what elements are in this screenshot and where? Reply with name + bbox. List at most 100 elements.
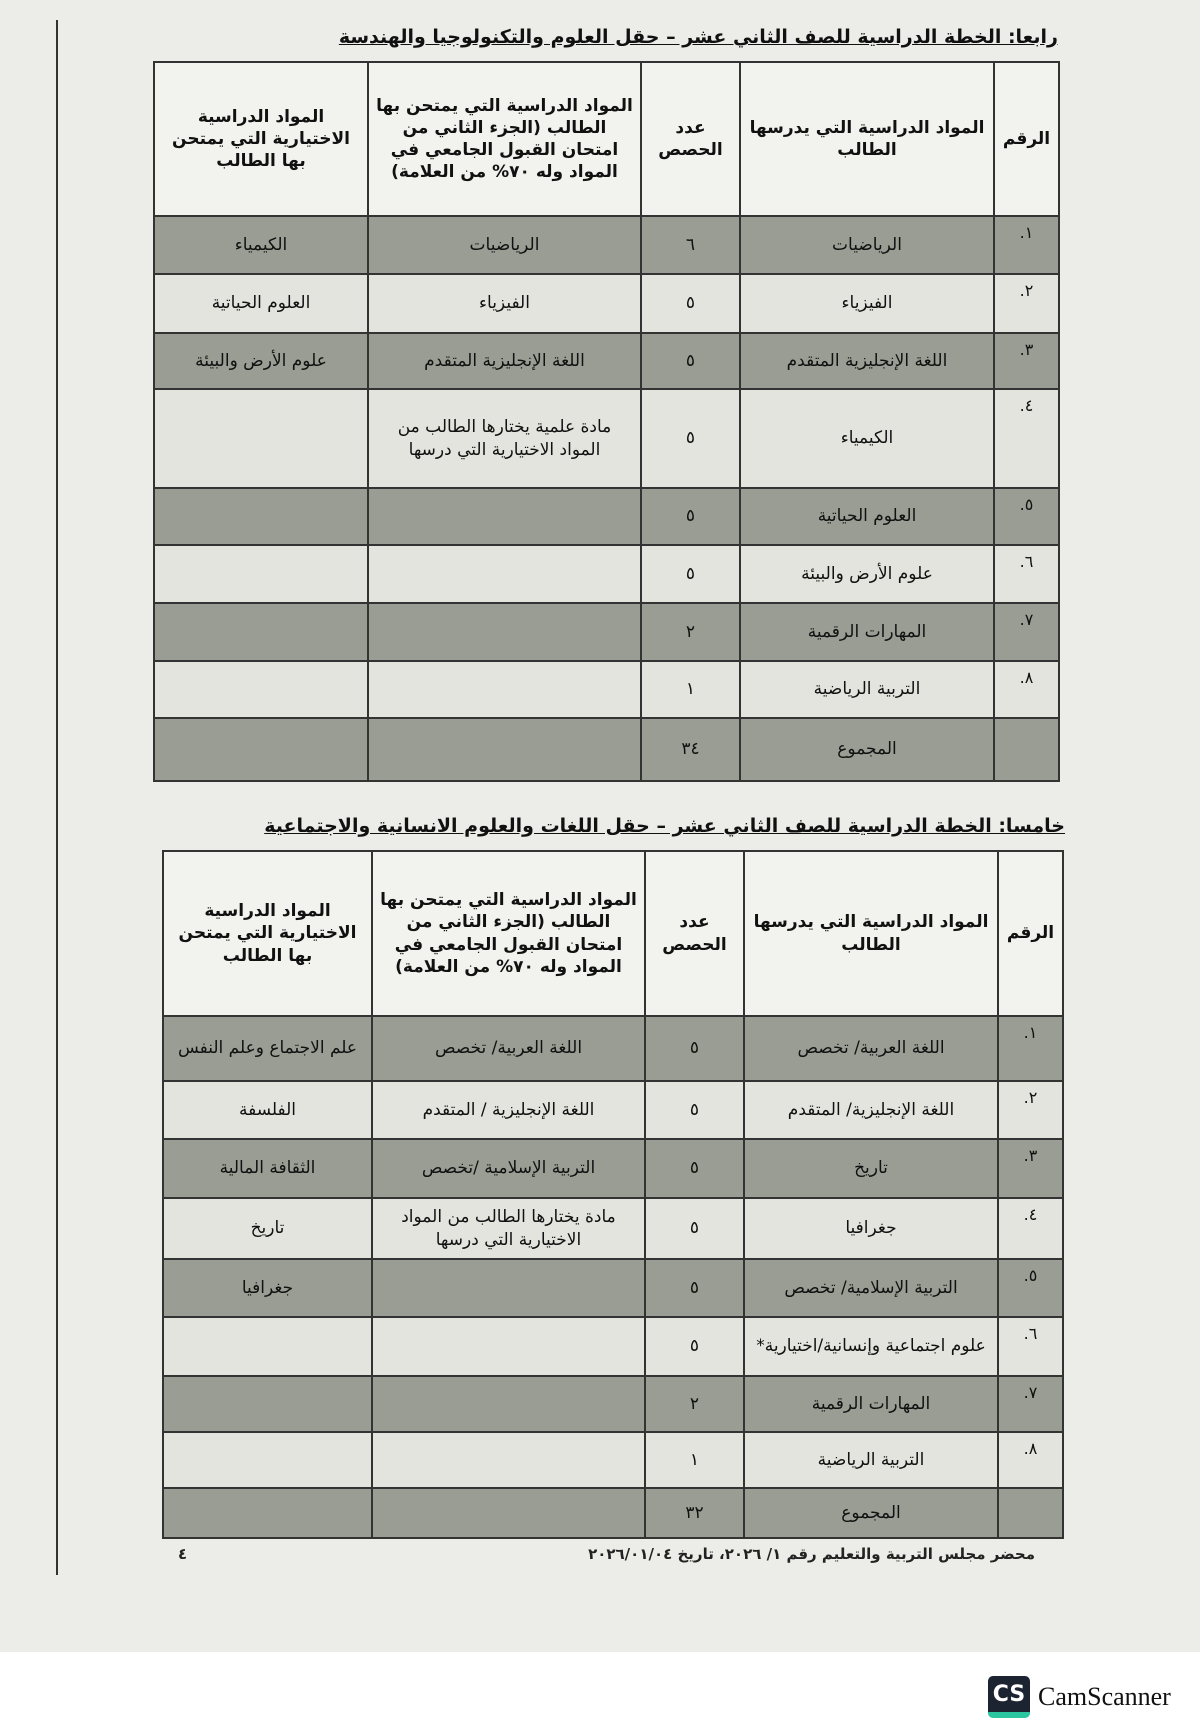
cell-periods: ١: [640, 660, 741, 719]
footer-text: محضر مجلس التربية والتعليم رقم ١/ ٢٠٢٦، …: [588, 1545, 1035, 1563]
cell-periods: ٥: [640, 388, 741, 489]
cell-exam-subject: اللغة الإنجليزية / المتقدم: [371, 1080, 646, 1140]
cell-subject: اللغة الإنجليزية/ المتقدم: [743, 1080, 999, 1140]
cell-row-number: [997, 1487, 1064, 1539]
cell-subject: العلوم الحياتية: [739, 487, 995, 546]
cell-periods: ٢: [640, 602, 741, 662]
total-row: المجموع ٣٤: [153, 717, 1060, 782]
cell-row-number: ١.: [997, 1015, 1064, 1082]
cell-subject: علوم الأرض والبيئة: [739, 544, 995, 604]
cell-periods: ٥: [644, 1080, 745, 1140]
cell-row-number: ٤.: [997, 1197, 1064, 1260]
cell-elective-subject: [162, 1487, 373, 1539]
cell-subject: المجموع: [743, 1487, 999, 1539]
cell-subject: اللغة الإنجليزية المتقدم: [739, 332, 995, 390]
cell-row-number: ٦.: [997, 1316, 1064, 1377]
cell-elective-subject: [162, 1375, 373, 1433]
cell-exam-subject: الفيزياء: [367, 273, 642, 334]
cell-row-number: ٨.: [993, 660, 1060, 719]
cell-periods: ٥: [644, 1316, 745, 1377]
cell-row-number: ٨.: [997, 1431, 1064, 1489]
cell-periods: ٣٢: [644, 1487, 745, 1539]
cell-elective-subject: [153, 487, 369, 546]
cell-exam-subject: الرياضيات: [367, 215, 642, 275]
cell-subject: الرياضيات: [739, 215, 995, 275]
cell-periods: ٥: [640, 487, 741, 546]
cell-elective-subject: [153, 660, 369, 719]
table-row: ٧. المهارات الرقمية ٢: [153, 602, 1060, 662]
cell-row-number: ٥.: [993, 487, 1060, 546]
cell-periods: ٥: [640, 544, 741, 604]
cell-subject: المجموع: [739, 717, 995, 782]
cell-exam-subject: [367, 717, 642, 782]
cell-elective-subject: [153, 602, 369, 662]
cell-periods: ٥: [644, 1197, 745, 1260]
cell-exam-subject: [371, 1375, 646, 1433]
section5-title: خامسا: الخطة الدراسية للصف الثاني عشر – …: [264, 815, 1065, 837]
cell-row-number: ٣.: [997, 1138, 1064, 1199]
cell-subject: اللغة العربية/ تخصص: [743, 1015, 999, 1082]
table-row: ٢. الفيزياء ٥ الفيزياء العلوم الحياتية: [153, 273, 1060, 334]
table-row: ٥. التربية الإسلامية/ تخصص ٥ جغرافيا: [162, 1258, 1064, 1318]
cell-subject: المهارات الرقمية: [743, 1375, 999, 1433]
header-subject: المواد الدراسية التي يدرسها الطالب: [743, 850, 999, 1017]
cell-elective-subject: الكيمياء: [153, 215, 369, 275]
section4-table: الرقم المواد الدراسية التي يدرسها الطالب ع…: [153, 61, 1060, 782]
cell-periods: ٢: [644, 1375, 745, 1433]
header-exam-subject: المواد الدراسية التي يمتحن بها الطالب (ا…: [367, 61, 642, 217]
table-row: ٧. المهارات الرقمية ٢: [162, 1375, 1064, 1433]
table-row: ٤. جغرافيا ٥ مادة يختارها الطالب من المواد …: [162, 1197, 1064, 1260]
header-row-number: الرقم: [997, 850, 1064, 1017]
cell-subject: جغرافيا: [743, 1197, 999, 1260]
cell-subject: علوم اجتماعية وإنسانية/اختيارية*: [743, 1316, 999, 1377]
cell-periods: ٥: [640, 273, 741, 334]
cell-exam-subject: [367, 602, 642, 662]
header-row: الرقم المواد الدراسية التي يدرسها الطالب ع…: [153, 61, 1060, 217]
header-periods: عدد الحصص: [644, 850, 745, 1017]
table-row: ٤. الكيمياء ٥ مادة علمية يختارها الطالب من …: [153, 388, 1060, 489]
camscanner-logo-icon: CS: [988, 1676, 1030, 1718]
camscanner-text: CamScanner: [1038, 1682, 1171, 1711]
cell-row-number: ١.: [993, 215, 1060, 275]
cell-elective-subject: تاريخ: [162, 1197, 373, 1260]
header-row: الرقم المواد الدراسية التي يدرسها الطالب ع…: [162, 850, 1064, 1017]
cell-row-number: ٧.: [993, 602, 1060, 662]
table-row: ١. اللغة العربية/ تخصص ٥ اللغة العربية/ تخص…: [162, 1015, 1064, 1082]
cell-subject: التربية الرياضية: [739, 660, 995, 719]
total-row: المجموع ٣٢: [162, 1487, 1064, 1539]
cell-exam-subject: [371, 1431, 646, 1489]
cell-elective-subject: [162, 1431, 373, 1489]
cell-elective-subject: الثقافة المالية: [162, 1138, 373, 1199]
cell-exam-subject: [371, 1487, 646, 1539]
cell-row-number: ٣.: [993, 332, 1060, 390]
table-row: ٥. العلوم الحياتية ٥: [153, 487, 1060, 546]
table-row: ٦. علوم الأرض والبيئة ٥: [153, 544, 1060, 604]
header-elective-subject: المواد الدراسية الاختيارية التي يمتحن به…: [162, 850, 373, 1017]
table-row: ٦. علوم اجتماعية وإنسانية/اختيارية* ٥: [162, 1316, 1064, 1377]
header-subject: المواد الدراسية التي يدرسها الطالب: [739, 61, 995, 217]
cell-exam-subject: [367, 544, 642, 604]
table-row: ٨. التربية الرياضية ١: [153, 660, 1060, 719]
cell-exam-subject: اللغة العربية/ تخصص: [371, 1015, 646, 1082]
cell-exam-subject: مادة يختارها الطالب من المواد الاختيارية…: [371, 1197, 646, 1260]
cell-row-number: ٦.: [993, 544, 1060, 604]
cell-periods: ٥: [644, 1015, 745, 1082]
header-periods: عدد الحصص: [640, 61, 741, 217]
cell-row-number: ٢.: [993, 273, 1060, 334]
cell-exam-subject: [371, 1316, 646, 1377]
cell-elective-subject: [153, 388, 369, 489]
cell-exam-subject: [367, 487, 642, 546]
cell-exam-subject: مادة علمية يختارها الطالب من المواد الاخ…: [367, 388, 642, 489]
table-row: ٨. التربية الرياضية ١: [162, 1431, 1064, 1489]
header-row-number: الرقم: [993, 61, 1060, 217]
header-exam-subject: المواد الدراسية التي يمتحن بها الطالب (ا…: [371, 850, 646, 1017]
cell-row-number: ٤.: [993, 388, 1060, 489]
cell-periods: ٣٤: [640, 717, 741, 782]
cell-row-number: ٥.: [997, 1258, 1064, 1318]
header-elective-subject: المواد الدراسية الاختيارية التي يمتحن به…: [153, 61, 369, 217]
cell-elective-subject: [153, 717, 369, 782]
table-row: ٢. اللغة الإنجليزية/ المتقدم ٥ اللغة الإنجل…: [162, 1080, 1064, 1140]
cell-exam-subject: [371, 1258, 646, 1318]
cell-periods: ٥: [644, 1258, 745, 1318]
section4-title: رابعا: الخطة الدراسية للصف الثاني عشر – …: [338, 26, 1058, 48]
